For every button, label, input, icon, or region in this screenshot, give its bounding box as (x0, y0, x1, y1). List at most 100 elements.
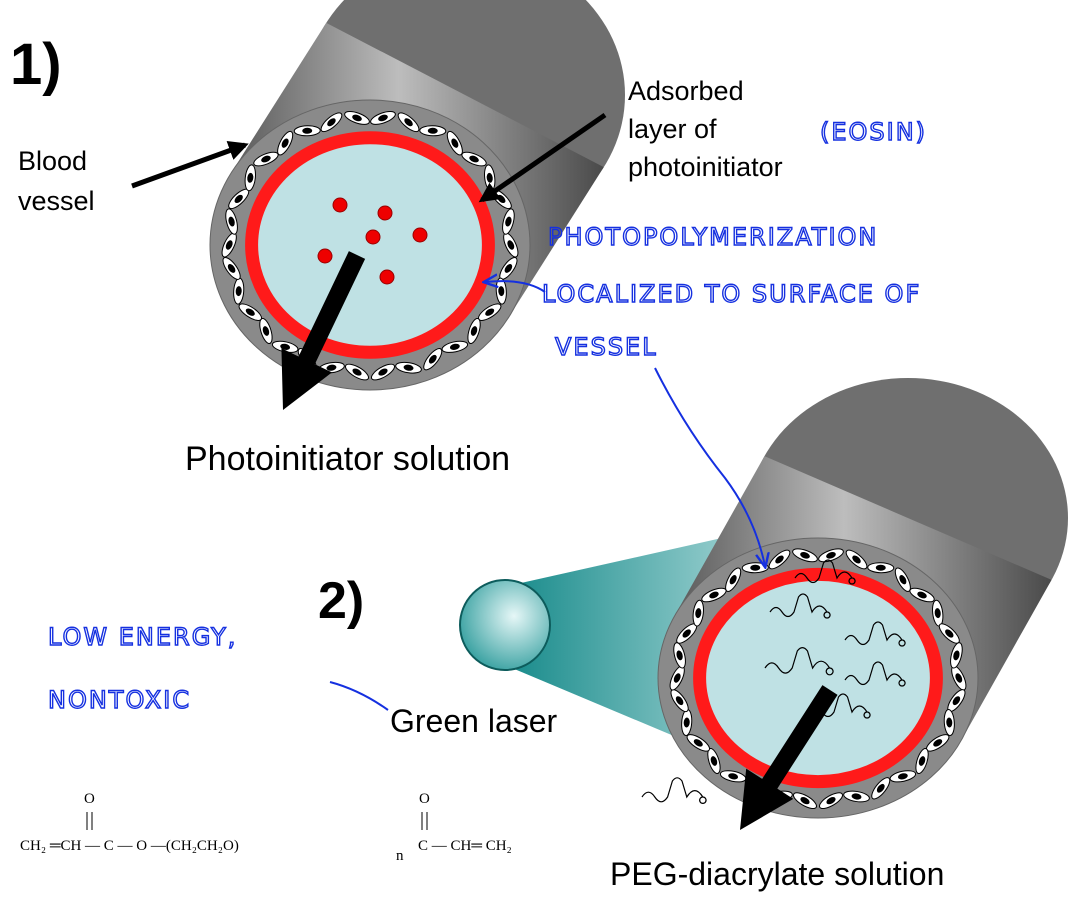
cell-nucleus (280, 343, 291, 350)
formula-oxygen: O (419, 791, 430, 807)
cell-nucleus (262, 326, 270, 336)
cell-nucleus (352, 114, 362, 122)
cell-nucleus (228, 216, 235, 227)
cell-nucleus (917, 591, 927, 599)
cell-nucleus (428, 354, 437, 364)
cell-nucleus (945, 629, 954, 638)
polymer-chain (794, 559, 856, 585)
label: Green laser (390, 703, 558, 739)
handwritten-note: PHOTOPOLYMERIZATION (548, 223, 878, 251)
flow-arrow (281, 251, 366, 410)
cell-nucleus (486, 172, 493, 183)
handwritten-pointer (654, 367, 765, 566)
laser (459, 579, 551, 671)
cell-nucleus (378, 368, 388, 376)
polymer-chain (641, 777, 707, 804)
panel-label: 1) (10, 32, 62, 97)
cell-nucleus (826, 797, 836, 805)
cell-nucleus (826, 552, 836, 559)
label: Adsorbed (628, 76, 744, 106)
photoinitiator-layer (693, 567, 943, 789)
cell-nucleus (899, 575, 907, 585)
handwritten-pointer (485, 281, 546, 293)
cell-nucleus (326, 364, 337, 371)
handwritten-pointer (329, 681, 389, 711)
cell-nucleus (235, 286, 242, 297)
label: Photoinitiator solution (185, 440, 510, 478)
pointer (131, 141, 249, 189)
cell-nucleus (352, 368, 362, 376)
cell-nucleus (281, 138, 289, 148)
cell-nucleus (675, 696, 684, 706)
cell-nucleus (933, 739, 943, 747)
cell-nucleus (247, 172, 254, 183)
label: PEG-diacrylate solution (610, 856, 944, 892)
cell-nucleus (378, 114, 388, 122)
cell-nucleus (404, 118, 413, 127)
cell-nucleus (234, 194, 243, 203)
cell-nucleus (676, 650, 683, 661)
pointer (478, 112, 607, 203)
cell-nucleus (709, 591, 719, 599)
cell-nucleus (946, 717, 953, 728)
polymer-chain (764, 647, 834, 676)
initiator-dot (365, 229, 381, 245)
cell-nucleus (261, 155, 271, 163)
cell-nucleus (449, 343, 460, 350)
label: layer of (628, 114, 717, 144)
flow-arrow (740, 685, 838, 830)
formula: C — CH═ CH₂ (418, 838, 512, 854)
cell-nucleus (897, 773, 908, 780)
cell-nucleus (245, 308, 255, 316)
cell-nucleus (327, 118, 336, 127)
handwritten-note: VESSEL (555, 333, 658, 361)
cell-nucleus (728, 773, 739, 780)
cell-nucleus (955, 673, 963, 683)
formula: CH₂ ═CH — C — O —(CH₂CH₂O) (20, 838, 239, 854)
cell-nucleus (953, 650, 960, 661)
cell-nucleus (302, 127, 313, 134)
cell-nucleus (682, 629, 691, 638)
cell-nucleus (729, 575, 737, 585)
initiator-dot (377, 205, 393, 221)
initiator-dot (379, 269, 395, 285)
cell-nucleus (800, 552, 810, 559)
cell-nucleus (695, 608, 702, 619)
cell-nucleus (876, 783, 885, 793)
initiator-dot (412, 227, 428, 243)
cell-nucleus (403, 364, 414, 371)
cell-nucleus (507, 240, 515, 250)
cell-nucleus (504, 264, 513, 273)
label: vessel (18, 186, 95, 216)
cell-nucleus (498, 286, 505, 297)
handwritten-note: LOW ENERGY, (48, 623, 237, 651)
double-bond (86, 812, 428, 830)
initiator-dot (332, 197, 348, 213)
label: Blood (18, 146, 87, 176)
cell-nucleus (485, 308, 495, 316)
cell-nucleus (693, 739, 703, 747)
cell-nucleus (775, 555, 784, 564)
handwritten-note: LOCALIZED TO SURFACE OF (542, 280, 921, 308)
cell-nucleus (505, 216, 512, 227)
formula-subscript: n (396, 848, 404, 864)
initiator-dot (317, 248, 333, 264)
cell-nucleus (469, 155, 479, 163)
cell-nucleus (427, 127, 438, 134)
panel-label: 2) (318, 572, 364, 630)
cell-nucleus (225, 240, 233, 250)
cell-nucleus (875, 564, 886, 571)
cell-nucleus (800, 797, 810, 805)
cell-nucleus (934, 608, 941, 619)
cell-nucleus (710, 756, 718, 766)
polymer-chain (844, 621, 906, 647)
artwork (131, 0, 1068, 830)
cell-nucleus (451, 138, 459, 148)
cell-nucleus (673, 673, 681, 683)
cell-nucleus (918, 756, 926, 766)
cell-nucleus (470, 326, 478, 336)
cell-nucleus (227, 264, 236, 273)
polymer-chain (769, 593, 831, 619)
formula-oxygen: O (84, 791, 95, 807)
